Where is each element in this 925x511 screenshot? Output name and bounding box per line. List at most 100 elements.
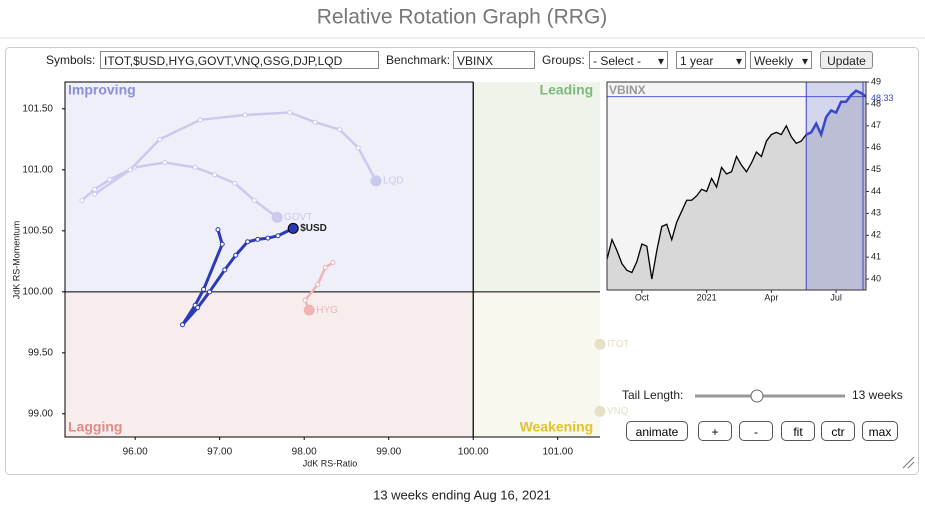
x-axis-label: JdK RS-Ratio: [303, 458, 358, 468]
tail-point: [315, 282, 321, 288]
series-label: LQD: [383, 175, 404, 186]
y-tick-label: 48: [871, 98, 881, 108]
quadrant-label: Leading: [540, 82, 594, 98]
y-tick-label: 46: [871, 142, 881, 152]
price-line: [606, 124, 807, 280]
series-label: $USD: [300, 223, 327, 234]
page-title: Relative Rotation Graph (RRG): [317, 6, 608, 29]
control-button[interactable]: ctr: [821, 421, 855, 441]
control-button[interactable]: max: [862, 421, 898, 441]
tail-point: [337, 127, 343, 133]
y-axis-label: JdK RS-Momentum: [11, 221, 21, 300]
benchmark-label: Benchmark:: [386, 53, 451, 67]
tail-point: [107, 177, 113, 183]
tail-line: [81, 161, 278, 219]
symbols-input[interactable]: ITOT,$USD,HYG,GOVT,VNQ,GSG,DJP,LQD: [100, 51, 379, 69]
x-tick-label: 98.00: [292, 447, 317, 458]
x-tick-label: 2021: [697, 292, 717, 302]
tail-point: [201, 286, 207, 292]
mini-title: VBINX: [609, 83, 646, 97]
tail-point: [232, 180, 238, 186]
control-button[interactable]: fit: [781, 421, 815, 441]
y-tick-label: 43: [871, 208, 881, 218]
tail-point: [245, 239, 251, 245]
head-point: [271, 211, 283, 223]
head-point: [594, 338, 606, 350]
tail-label: Tail Length:: [622, 388, 683, 402]
y-tick-label: 44: [871, 186, 881, 196]
x-tick-label: Apr: [764, 292, 778, 302]
tail-point: [219, 241, 225, 247]
y-tick-label: 42: [871, 230, 881, 240]
control-button[interactable]: -: [739, 421, 773, 441]
frequency-select[interactable]: Weekly: [750, 51, 812, 69]
tail-value: 13 weeks: [852, 388, 903, 402]
quadrant: [65, 82, 474, 292]
series-label: VNQ: [607, 406, 629, 417]
y-tick-label: 101.50: [22, 103, 53, 114]
head-point: [370, 175, 382, 187]
tail-point: [179, 322, 185, 328]
benchmark-input[interactable]: VBINX: [453, 51, 535, 69]
tail-point: [330, 260, 336, 266]
tail-point: [255, 236, 261, 242]
tail-point: [287, 109, 293, 115]
y-tick-label: 40: [871, 273, 881, 283]
x-tick-label: 97.00: [207, 447, 232, 458]
period-select[interactable]: 1 year: [676, 51, 746, 69]
groups-select[interactable]: - Select -: [589, 51, 668, 69]
series-label: ITOT: [607, 339, 630, 350]
x-tick-label: 100.00: [458, 447, 489, 458]
tail-point: [215, 227, 221, 233]
tail-point: [312, 119, 318, 125]
tail-point: [92, 186, 98, 192]
last-price-label: 48.33: [871, 93, 894, 103]
x-tick-label: Oct: [635, 292, 650, 302]
tail-point: [251, 197, 257, 203]
tail-point: [79, 197, 85, 203]
x-tick-label: Jul: [830, 292, 842, 302]
footer: 13 weeks ending Aug 16, 2021: [373, 487, 551, 502]
tail-point: [92, 191, 98, 197]
x-tick-label: 96.00: [123, 447, 148, 458]
control-button[interactable]: +: [698, 421, 732, 441]
tail-point: [302, 297, 308, 303]
y-tick-label: 100.50: [22, 225, 53, 236]
x-tick-label: 101.00: [542, 447, 573, 458]
tail-line: [93, 111, 378, 196]
tail-point: [355, 145, 361, 151]
y-tick-label: 101.00: [22, 164, 53, 175]
plot-border: [606, 81, 867, 291]
tail-point: [192, 164, 198, 170]
tail-point: [322, 264, 328, 270]
quadrant-label: Lagging: [68, 419, 122, 435]
y-tick-label: 45: [871, 164, 881, 174]
tail-point: [265, 235, 271, 241]
y-tick-label: 99.50: [28, 347, 53, 358]
y-tick-label: 99.00: [28, 408, 53, 419]
quadrant: [473, 291, 600, 437]
y-tick-label: 49: [871, 76, 881, 86]
series-label: GOVT: [284, 212, 312, 223]
slider-knob[interactable]: [750, 389, 764, 403]
tail-point: [207, 289, 213, 295]
control-button[interactable]: animate: [626, 421, 688, 441]
tail-point: [242, 112, 248, 118]
update-button[interactable]: Update: [820, 51, 873, 69]
y-tick-label: 47: [871, 120, 881, 130]
y-tick-label: 100.00: [22, 286, 53, 297]
head-point: [594, 405, 606, 417]
tail-point: [127, 167, 133, 173]
series-label: HYG: [316, 305, 338, 316]
tail-point: [197, 117, 203, 123]
groups-label: Groups:: [542, 53, 585, 67]
quadrant-label: Improving: [68, 82, 136, 98]
head-point: [287, 222, 299, 234]
y-tick-label: 41: [871, 252, 881, 262]
tail-point: [195, 305, 201, 311]
highlight-window: [806, 82, 866, 290]
symbols-label: Symbols:: [46, 53, 96, 67]
plot-border: [64, 81, 600, 438]
